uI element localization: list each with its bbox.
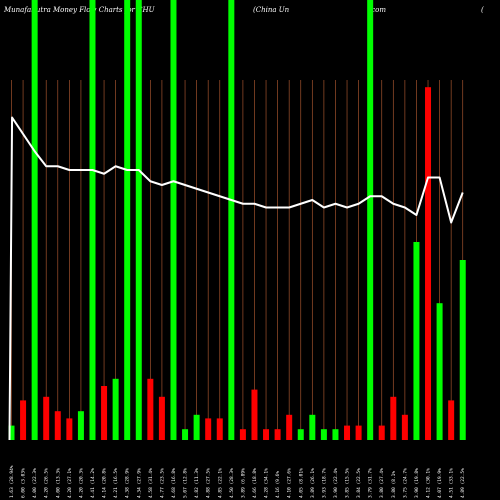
line-group	[8, 116, 464, 441]
x-tick-label: 4.51 (33.1%	[449, 468, 455, 498]
x-tick-label: 4.89 (22.5%	[460, 468, 466, 498]
x-tick-label: 4.21 (16.5%	[113, 468, 119, 498]
tick-labels-group: 1.63 (28.94% 6.00 (3.03% 4.00 (22.3% 4.20 (…	[9, 465, 466, 498]
x-tick-label: 3.80 (8.1%	[391, 471, 397, 498]
x-tick-label: 4.58 (31.4%	[148, 468, 154, 498]
bar	[77, 411, 84, 440]
bar	[170, 0, 177, 440]
x-tick-label: 3.80 (27.4%	[379, 468, 385, 498]
x-tick-label: 5.07 (12.8%	[183, 468, 189, 498]
x-tick-label: 1.63 (28.94%	[9, 465, 15, 498]
bar	[436, 303, 443, 440]
bar	[158, 396, 165, 440]
chart-title-part-1: MunafaSutra Money Flow Charts for CHU	[4, 6, 155, 14]
x-tick-label: 3.84 (22.5%	[356, 468, 362, 498]
x-tick-label: 4.34 (27.9%	[136, 468, 142, 498]
x-tick-label: 3.93 (18.7%	[321, 468, 327, 498]
chart-title-part-2: (China Un	[253, 6, 290, 14]
x-tick-label: 4.00 (13.3%	[55, 468, 61, 498]
bar	[205, 418, 212, 440]
bar	[448, 400, 455, 440]
x-tick-label: 4.68 (16.8%	[171, 468, 177, 498]
money-flow-line	[8, 116, 464, 441]
x-tick-label: 4.38 (28.9%	[125, 468, 131, 498]
bar	[112, 378, 119, 440]
x-tick-label: 4.66 (18.8%	[252, 468, 258, 498]
x-tick-label: 3.89 (6.89%	[240, 468, 246, 498]
x-tick-label: 4.50 (28.3%	[229, 468, 235, 498]
bar	[124, 0, 131, 440]
bar	[309, 414, 316, 440]
grid-lines	[11, 80, 464, 440]
bar	[390, 396, 397, 440]
chart-title-part-3: icom	[369, 6, 387, 14]
x-tick-label: 3.90 (19.8%	[414, 468, 420, 498]
x-tick-label: 4.82 (11.3%	[194, 468, 200, 498]
bar	[355, 425, 362, 440]
x-tick-label: 4.20 (26.5%	[44, 468, 50, 498]
x-tick-label: 4.77 (23.5%	[159, 468, 165, 498]
bar	[378, 425, 385, 440]
bar	[20, 400, 27, 440]
bar	[367, 0, 374, 440]
bar	[320, 429, 327, 440]
x-tick-label: 4.07 (19.9%	[437, 468, 443, 498]
bar	[425, 87, 432, 440]
bar	[228, 0, 235, 440]
bar	[216, 418, 223, 440]
chart-title-part-4: (	[481, 6, 484, 14]
bar	[147, 378, 154, 440]
x-tick-label: 3.89 (26.1%	[310, 468, 316, 498]
bar	[297, 429, 304, 440]
bar	[251, 389, 258, 440]
x-tick-label: 4.85 (22.1%	[217, 468, 223, 498]
bar	[101, 386, 108, 440]
bar	[54, 411, 61, 440]
bar	[413, 242, 420, 440]
bar	[332, 429, 339, 440]
bar	[66, 418, 73, 440]
x-tick-label: 6.00 (3.03%	[21, 468, 27, 498]
x-tick-label: 4.41 (14.2%	[90, 468, 96, 498]
x-tick-label: 3.75 (24.7%	[402, 468, 408, 498]
bar	[193, 414, 200, 440]
x-tick-label: 4.16 (9.6%	[275, 471, 281, 498]
bar	[263, 429, 270, 440]
x-tick-label: 4.00 (22.3%	[32, 468, 38, 498]
x-tick-label: 4.20 (27.1%	[67, 468, 73, 498]
x-tick-label: 4.14 (20.8%	[102, 468, 108, 498]
bar	[344, 425, 351, 440]
bar	[459, 260, 466, 440]
x-tick-label: 4.88 (27.5%	[206, 468, 212, 498]
bar	[89, 0, 96, 440]
x-tick-label: 3.79 (31.7%	[368, 468, 374, 498]
bar	[8, 425, 15, 440]
bar	[43, 396, 50, 440]
x-tick-label: 4.10 (27.6%	[287, 468, 293, 498]
bars-group	[8, 0, 466, 440]
bar	[286, 414, 293, 440]
x-tick-label: 4.20 (20.3%	[78, 468, 84, 498]
x-tick-label: 4.05 (8.01%	[298, 468, 304, 498]
x-tick-label: 4.28 (34.1%	[264, 468, 270, 498]
x-tick-label: 3.90 (22.4%	[333, 468, 339, 498]
x-tick-label: 4.12 (30.1%	[426, 468, 432, 498]
bar	[274, 429, 281, 440]
x-tick-label: 3.85 (15.5%	[345, 468, 351, 498]
bar	[239, 429, 246, 440]
bar	[182, 429, 189, 440]
bar	[401, 414, 408, 440]
bar	[31, 0, 38, 440]
bar	[135, 0, 142, 440]
